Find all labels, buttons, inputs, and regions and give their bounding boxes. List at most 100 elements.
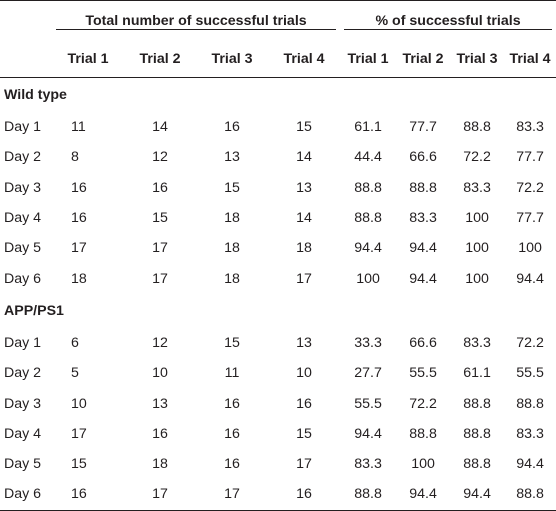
percent-trial-2-cell: 66.6	[409, 334, 437, 351]
percent-trial-2-cell: 88.8	[409, 179, 437, 196]
total-trial-3-cell: 18	[224, 210, 240, 227]
table-row: Day 2 8 12 13 14 44.4 66.6 72.2 77.7	[0, 142, 556, 172]
total-trial-3-cell: 16	[224, 456, 240, 473]
total-trial-4-cell: 15	[296, 119, 312, 136]
day-label: Day 6	[4, 270, 42, 287]
percent-trial-3-cell: 61.1	[463, 365, 491, 382]
header-total-trials-text: Total number of successful trials	[56, 13, 337, 30]
percent-trial-4-cell: 94.4	[516, 270, 544, 287]
percent-trial-2-cell: 94.4	[409, 270, 437, 287]
percent-trial-1-cell: 100	[356, 270, 380, 287]
total-trial-2-cell: 10	[152, 365, 168, 382]
total-trial-4-cell: 14	[296, 149, 312, 166]
percent-trial-2-cell: 66.6	[409, 149, 437, 166]
total-trial-2-cell: 15	[152, 210, 168, 227]
total-trial-2-cell: 12	[152, 334, 168, 351]
total-trial-4-cell: 18	[296, 240, 312, 257]
total-trial-1-cell: 17	[71, 240, 87, 257]
total-trial-4-cell: 16	[296, 395, 312, 412]
total-trial-1-cell: 5	[71, 365, 79, 382]
percent-trial-1-cell: 55.5	[354, 395, 382, 412]
table-body: Wild type Day 1 11 14 16 15 61.1 77.7 88.8 83.3 Da…	[0, 78, 556, 511]
total-trial-2-cell: 14	[152, 119, 168, 136]
total-trial-1-cell: 6	[71, 334, 79, 351]
percent-trial-4-cell: 88.8	[516, 395, 544, 412]
section-header-row: APP/PS1	[0, 294, 556, 328]
percent-trial-2-cell: 94.4	[396, 479, 451, 511]
percent-trial-2-cell: 77.7	[409, 119, 437, 136]
percent-trial-4-cell: 55.5	[516, 365, 544, 382]
percent-trial-1-cell: 88.8	[354, 179, 382, 196]
day-label: Day 1	[4, 334, 42, 351]
table-row: Day 4 16 15 18 14 88.8 83.3 100 77.7	[0, 203, 556, 233]
total-trial-3-cell: 18	[224, 240, 240, 257]
percent-trial-1-cell: 88.8	[340, 479, 397, 511]
total-trial-3-cell: 15	[224, 179, 240, 196]
day-label: Day 4	[4, 210, 42, 227]
total-trial-3-cell: 17	[196, 479, 268, 511]
header-corner-cell	[0, 0, 52, 41]
table-row: Day 4 17 16 16 15 94.4 88.8 88.8 83.3	[0, 419, 556, 449]
header-total-trials: Total number of successful trials	[52, 0, 341, 41]
percent-trial-2-cell: 72.2	[409, 395, 437, 412]
percent-trial-4-cell: 72.2	[516, 334, 544, 351]
percent-trial-1-cell: 27.7	[354, 365, 382, 382]
percent-trial-4-cell: 94.4	[516, 456, 544, 473]
total-trial-1-cell: 16	[71, 210, 87, 227]
percent-trial-3-cell: 72.2	[463, 149, 491, 166]
total-trial-4-cell: 17	[296, 456, 312, 473]
total-trial-4-cell: 13	[296, 179, 312, 196]
total-trial-1-cell: 8	[71, 149, 79, 166]
total-trial-3-cell: 16	[224, 119, 240, 136]
percent-trial-3-cell: 83.3	[463, 179, 491, 196]
day-label: Day 3	[4, 395, 42, 412]
table-row: Day 2 5 10 11 10 27.7 55.5 61.1 55.5	[0, 358, 556, 388]
header-percent-trial-2: Trial 2	[396, 41, 451, 78]
total-trial-3-cell: 18	[224, 270, 240, 287]
header-percent-trials-text: % of successful trials	[344, 13, 553, 30]
percent-trial-3-cell: 88.8	[463, 425, 491, 442]
day-label: Day 4	[4, 425, 42, 442]
total-trial-1-cell: 16	[52, 479, 124, 511]
total-trial-2-cell: 17	[152, 270, 168, 287]
percent-trial-2-cell: 100	[411, 456, 435, 473]
total-trial-1-cell: 18	[71, 270, 87, 287]
total-trial-2-cell: 17	[152, 240, 168, 257]
total-trial-1-cell: 11	[71, 119, 86, 136]
total-trial-2-cell: 16	[152, 425, 168, 442]
total-trial-3-cell: 16	[224, 395, 240, 412]
table-row: Day 6 18 17 18 17 100 94.4 100 94.4	[0, 263, 556, 293]
section-header-row: Wild type	[0, 78, 556, 113]
header-percent-trial-1: Trial 1	[340, 41, 397, 78]
total-trial-2-cell: 18	[152, 456, 168, 473]
total-trial-1-cell: 16	[71, 179, 87, 196]
percent-trial-1-cell: 44.4	[354, 149, 382, 166]
percent-trial-4-cell: 77.7	[516, 149, 544, 166]
group-header-row: Total number of successful trials % of s…	[0, 0, 556, 41]
total-trial-4-cell: 17	[296, 270, 312, 287]
day-label: Day 6	[0, 479, 52, 511]
percent-trial-4-cell: 72.2	[516, 179, 544, 196]
trial-header-row: Trial 1 Trial 2 Trial 3 Trial 4 Trial 1 …	[0, 41, 556, 78]
day-label: Day 3	[4, 179, 42, 196]
percent-trial-3-cell: 88.8	[463, 119, 491, 136]
percent-trial-1-cell: 33.3	[354, 334, 382, 351]
total-trial-4-cell: 16	[268, 479, 341, 511]
table-row: Day 3 16 16 15 13 88.8 88.8 83.3 72.2	[0, 173, 556, 203]
percent-trial-3-cell: 88.8	[463, 456, 491, 473]
table-row: Day 1 11 14 16 15 61.1 77.7 88.8 83.3	[0, 112, 556, 142]
percent-trial-1-cell: 94.4	[354, 240, 382, 257]
total-trial-1-cell: 10	[71, 395, 87, 412]
total-trial-4-cell: 14	[296, 210, 312, 227]
percent-trial-3-cell: 88.8	[463, 395, 491, 412]
day-label: Day 1	[4, 119, 42, 136]
total-trial-3-cell: 11	[224, 365, 240, 382]
table-row: Day 6 16 17 17 16 88.8 94.4 94.4 88.8	[0, 479, 556, 511]
percent-trial-4-cell: 83.3	[516, 425, 544, 442]
percent-trial-3-cell: 100	[465, 210, 489, 227]
total-trial-2-cell: 17	[124, 479, 196, 511]
percent-trial-2-cell: 88.8	[409, 425, 437, 442]
percent-trial-1-cell: 61.1	[354, 119, 382, 136]
total-trial-3-cell: 16	[224, 425, 240, 442]
